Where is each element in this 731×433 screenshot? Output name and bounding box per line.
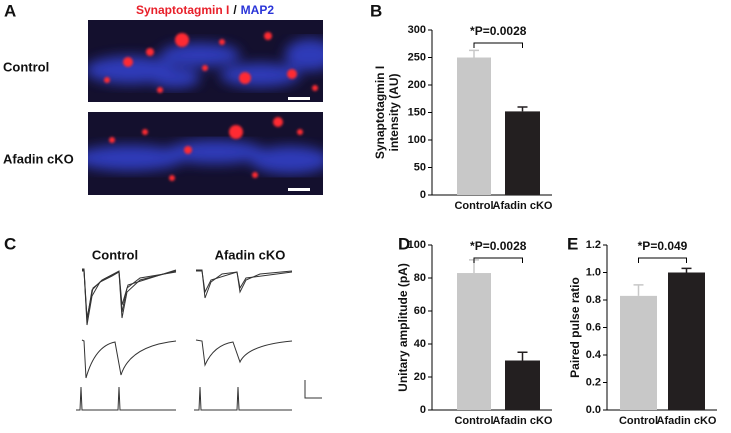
panel-label: C: [4, 234, 16, 253]
image-title: Synaptotagmin I / MAP2: [136, 3, 274, 17]
y-tick-label: 1.0: [586, 266, 601, 278]
y-tick-label: 50: [414, 161, 426, 173]
title-part: Synaptotagmin I: [136, 3, 229, 17]
error-bar: [469, 49, 479, 58]
traces: [76, 268, 322, 411]
y-tick-label: 150: [408, 106, 426, 118]
row-label: Control: [3, 59, 49, 74]
panel-label: B: [370, 1, 382, 20]
bar: [620, 295, 657, 410]
y-tick-label: 0: [420, 189, 426, 201]
annotation: *P=0.0028: [470, 24, 527, 38]
panel-label: E: [567, 234, 578, 253]
x-tick-label: Afadin cKO: [493, 415, 553, 427]
micrograph: [88, 112, 323, 195]
y-tick-label: 1.2: [586, 239, 601, 251]
y-tick-label: 20: [414, 371, 426, 383]
x-tick-label: Control: [454, 415, 493, 427]
y-axis-label: Paired pulse ratio: [568, 277, 582, 378]
error-bar: [517, 351, 528, 361]
y-tick-label: 0.6: [586, 321, 601, 333]
y-tick-label: 300: [408, 24, 426, 36]
bar: [457, 273, 491, 410]
micrograph: [88, 20, 323, 102]
panel-label: D: [398, 234, 410, 253]
y-tick-label: 0.2: [586, 376, 601, 388]
y-tick-label: 100: [408, 239, 426, 251]
annotation: *P=0.049: [638, 239, 688, 253]
bar: [457, 57, 491, 195]
significance-bracket: [638, 257, 687, 263]
y-tick-label: 60: [414, 305, 426, 317]
x-tick-label: Control: [619, 415, 658, 427]
bar: [668, 272, 705, 410]
x-tick-label: Afadin cKO: [657, 415, 717, 427]
y-tick-label: 250: [408, 51, 426, 63]
title-part: /: [233, 3, 237, 17]
error-bar: [517, 106, 528, 112]
row-label: Afadin cKO: [3, 151, 74, 166]
y-tick-label: 0: [420, 404, 426, 416]
y-tick-label: 0.4: [586, 349, 602, 361]
y-tick-label: 100: [408, 134, 426, 146]
column-label: Control: [92, 247, 138, 262]
annotation: *P=0.0028: [470, 239, 527, 253]
bar: [505, 360, 540, 410]
x-tick-label: Afadin cKO: [493, 200, 553, 212]
bar: [505, 111, 540, 195]
y-tick-label: 0.8: [586, 294, 601, 306]
error-bar: [681, 267, 692, 273]
y-axis-label: Synaptotagmin I: [373, 66, 387, 159]
y-axis-label: intensity (AU): [387, 73, 401, 151]
significance-bracket: [473, 42, 523, 48]
x-tick-label: Control: [454, 200, 493, 212]
y-axis-label: Unitary amplitude (pA): [396, 263, 410, 392]
error-bar: [633, 284, 644, 296]
y-tick-label: 40: [414, 338, 426, 350]
y-tick-label: 200: [408, 79, 426, 91]
significance-bracket: [473, 257, 523, 263]
title-part: MAP2: [241, 3, 275, 17]
y-tick-label: 80: [414, 272, 426, 284]
y-tick-label: 0.0: [586, 404, 601, 416]
panel-label: A: [4, 1, 16, 20]
column-label: Afadin cKO: [215, 247, 286, 262]
